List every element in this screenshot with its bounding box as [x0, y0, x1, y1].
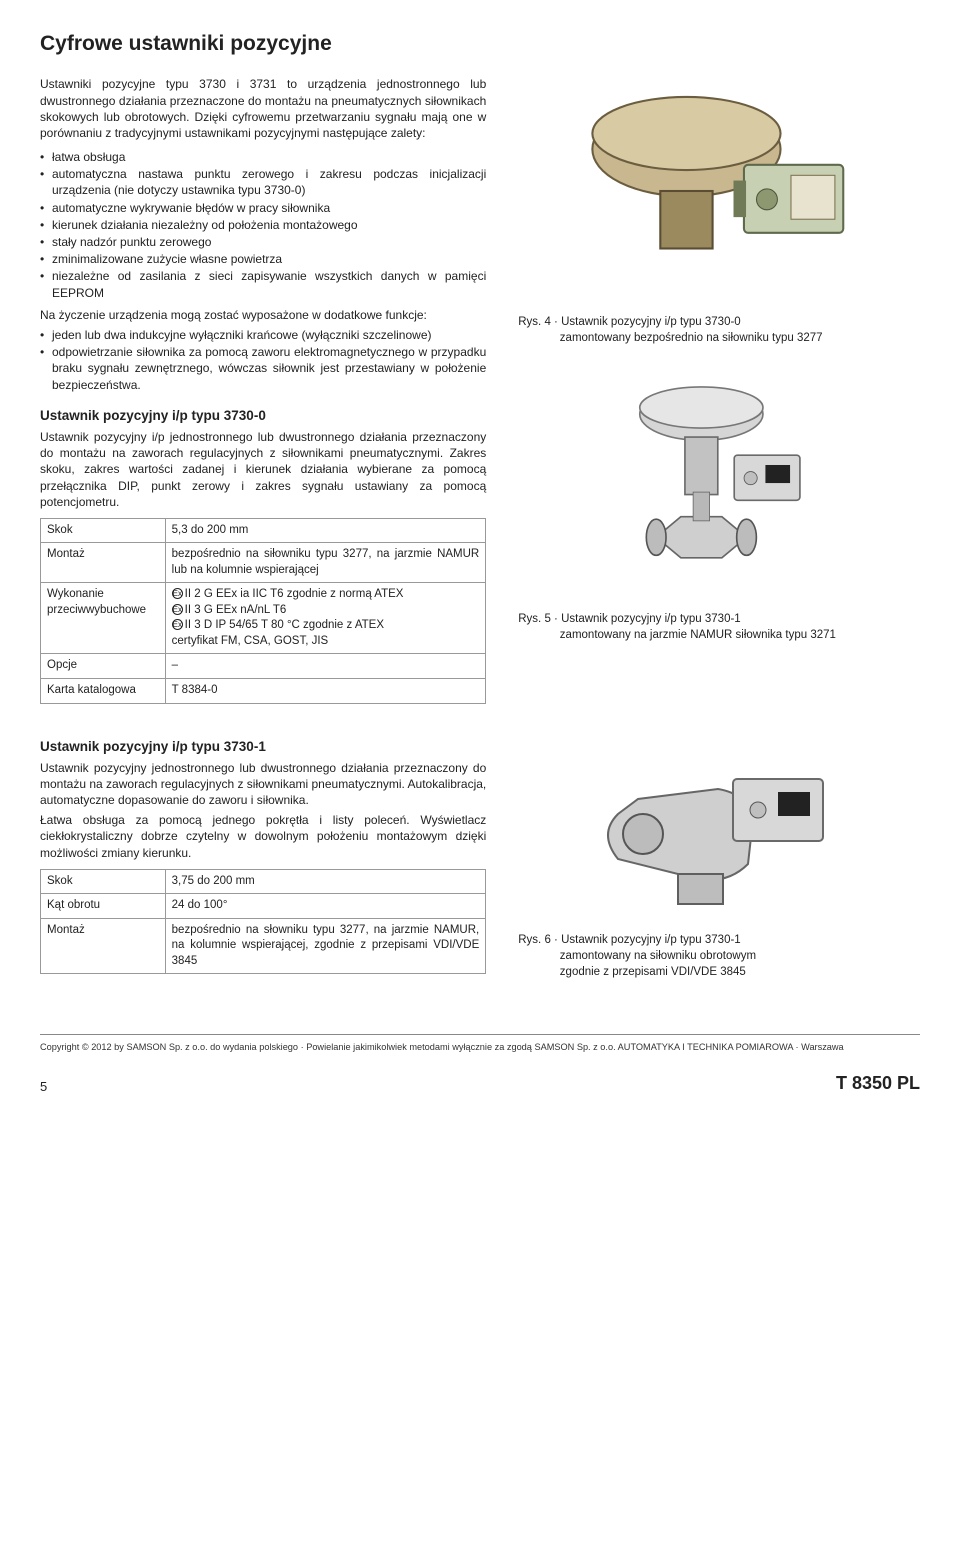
spec-label: Montaż [41, 918, 166, 974]
spec-value: bezpośrednio na siłowniku typu 3277, na … [165, 543, 486, 583]
right-column: Rys. 4 · Ustawnik pozycyjny i/p typu 373… [516, 76, 920, 703]
figure-number: Rys. 5 · [518, 613, 558, 625]
table-row: Kąt obrotu 24 do 100° [41, 894, 486, 919]
valve-positioner-icon [561, 76, 875, 306]
extra-functions-intro: Na życzenie urządzenia mogą zostać wypos… [40, 307, 486, 323]
figure-desc: zamontowany na jarzmie NAMUR siłownika t… [560, 629, 836, 641]
advantages-list: łatwa obsługa automatyczna nastawa punkt… [40, 149, 486, 301]
list-item: zminimalizowane zużycie własne powietrza [40, 251, 486, 267]
spec-label: Skok [41, 518, 166, 543]
table-row: Skok 3,75 do 200 mm [41, 869, 486, 894]
cert-line: II 3 D IP 54/65 T 80 °C zgodnie z ATEX [185, 619, 384, 631]
list-item: jeden lub dwa indukcyjne wyłączniki krań… [40, 327, 486, 343]
cert-line: II 3 G EEx nA/nL T6 [185, 604, 287, 616]
table-row: Montaż bezpośrednio na słowniku typu 327… [41, 918, 486, 974]
section-heading-3730-1: Ustawnik pozycyjny i/p typu 3730-1 [40, 738, 486, 756]
main-columns: Ustawniki pozycyjne typu 3730 i 3731 to … [40, 76, 920, 703]
figure-desc: zamontowany bezpośrednio na siłowniku ty… [560, 332, 823, 344]
document-code: T 8350 PL [836, 1071, 920, 1095]
page-number: 5 [40, 1078, 47, 1096]
spec-label: Montaż [41, 543, 166, 583]
figure-6: Rys. 6 · Ustawnik pozycyjny i/p typu 373… [516, 724, 920, 980]
cert-line: certyfikat FM, CSA, GOST, JIS [172, 635, 329, 647]
spec-value: 5,3 do 200 mm [165, 518, 486, 543]
list-item: automatyczna nastawa punktu zerowego i z… [40, 166, 486, 198]
intro-paragraph: Ustawniki pozycyjne typu 3730 i 3731 to … [40, 76, 486, 141]
list-item: automatyczne wykrywanie błędów w pracy s… [40, 200, 486, 216]
footer-divider [40, 1034, 920, 1035]
spec-label: Opcje [41, 654, 166, 679]
spec-label: Kąt obrotu [41, 894, 166, 919]
right-column: Rys. 6 · Ustawnik pozycyjny i/p typu 373… [516, 724, 920, 1006]
section-heading-3730-0: Ustawnik pozycyjny i/p typu 3730-0 [40, 407, 486, 425]
figure-title: Ustawnik pozycyjny i/p typu 3730-1 [561, 613, 741, 625]
figure-title: Ustawnik pozycyjny i/p typu 3730-1 [561, 934, 741, 946]
ex-mark-icon: Ex [172, 619, 183, 630]
section-desc-3730-1b: Łatwa obsługa za pomocą jednego pokrętła… [40, 812, 486, 861]
cert-line: II 2 G EEx ia IIC T6 zgodnie z normą ATE… [185, 588, 404, 600]
spec-label: Skok [41, 869, 166, 894]
list-item: kierunek działania niezależny od położen… [40, 217, 486, 233]
figure-desc: zamontowany na siłowniku obrotowym [560, 950, 756, 962]
section-desc-3730-0: Ustawnik pozycyjny i/p jednostronnego lu… [40, 429, 486, 510]
ex-mark-icon: Ex [172, 588, 183, 599]
spec-value: ExII 2 G EEx ia IIC T6 zgodnie z normą A… [165, 583, 486, 654]
list-item: stały nadzór punktu zerowego [40, 234, 486, 250]
list-item: łatwa obsługa [40, 149, 486, 165]
table-row: Skok 5,3 do 200 mm [41, 518, 486, 543]
spec-value: – [165, 654, 486, 679]
spec-label: Wykonanie przeciwwybuchowe [41, 583, 166, 654]
figure-4-caption: Rys. 4 · Ustawnik pozycyjny i/p typu 373… [516, 314, 920, 346]
table-row: Wykonanie przeciwwybuchowe ExII 2 G EEx … [41, 583, 486, 654]
figure-desc: zgodnie z przepisami VDI/VDE 3845 [560, 966, 746, 978]
table-row: Montaż bezpośrednio na siłowniku typu 32… [41, 543, 486, 583]
table-row: Karta katalogowa T 8384-0 [41, 679, 486, 704]
valve-positioner-icon [611, 373, 825, 603]
section-desc-3730-1: Ustawnik pozycyjny jednostronnego lub dw… [40, 760, 486, 809]
spec-value: T 8384-0 [165, 679, 486, 704]
left-column: Ustawniki pozycyjne typu 3730 i 3731 to … [40, 76, 486, 703]
rotary-actuator-icon [578, 724, 858, 924]
page-title: Cyfrowe ustawniki pozycyjne [40, 30, 920, 58]
section-3730-1: Ustawnik pozycyjny i/p typu 3730-1 Ustaw… [40, 724, 920, 1006]
spec-value: bezpośrednio na słowniku typu 3277, na j… [165, 918, 486, 974]
figure-4: Rys. 4 · Ustawnik pozycyjny i/p typu 373… [516, 76, 920, 346]
figure-4-image [516, 76, 920, 306]
figure-5-image [516, 373, 920, 603]
figure-number: Rys. 4 · [518, 316, 558, 328]
page-footer: 5 T 8350 PL [40, 1071, 920, 1095]
spec-table-3730-0: Skok 5,3 do 200 mm Montaż bezpośrednio n… [40, 518, 486, 704]
ex-mark-icon: Ex [172, 604, 183, 615]
list-item: niezależne od zasilania z sieci zapisywa… [40, 268, 486, 300]
spec-value: 3,75 do 200 mm [165, 869, 486, 894]
spec-table-3730-1: Skok 3,75 do 200 mm Kąt obrotu 24 do 100… [40, 869, 486, 975]
figure-5: Rys. 5 · Ustawnik pozycyjny i/p typu 373… [516, 373, 920, 643]
figure-6-caption: Rys. 6 · Ustawnik pozycyjny i/p typu 373… [516, 932, 920, 980]
figure-5-caption: Rys. 5 · Ustawnik pozycyjny i/p typu 373… [516, 611, 920, 643]
spec-value: 24 do 100° [165, 894, 486, 919]
copyright-notice: Copyright © 2012 by SAMSON Sp. z o.o. do… [40, 1041, 920, 1053]
list-item: odpowietrzanie siłownika za pomocą zawor… [40, 344, 486, 393]
left-column: Ustawnik pozycyjny i/p typu 3730-1 Ustaw… [40, 724, 486, 1006]
figure-title: Ustawnik pozycyjny i/p typu 3730-0 [561, 316, 741, 328]
figure-number: Rys. 6 · [518, 934, 558, 946]
extra-functions-list: jeden lub dwa indukcyjne wyłączniki krań… [40, 327, 486, 393]
figure-6-image [516, 724, 920, 924]
spec-label: Karta katalogowa [41, 679, 166, 704]
table-row: Opcje – [41, 654, 486, 679]
